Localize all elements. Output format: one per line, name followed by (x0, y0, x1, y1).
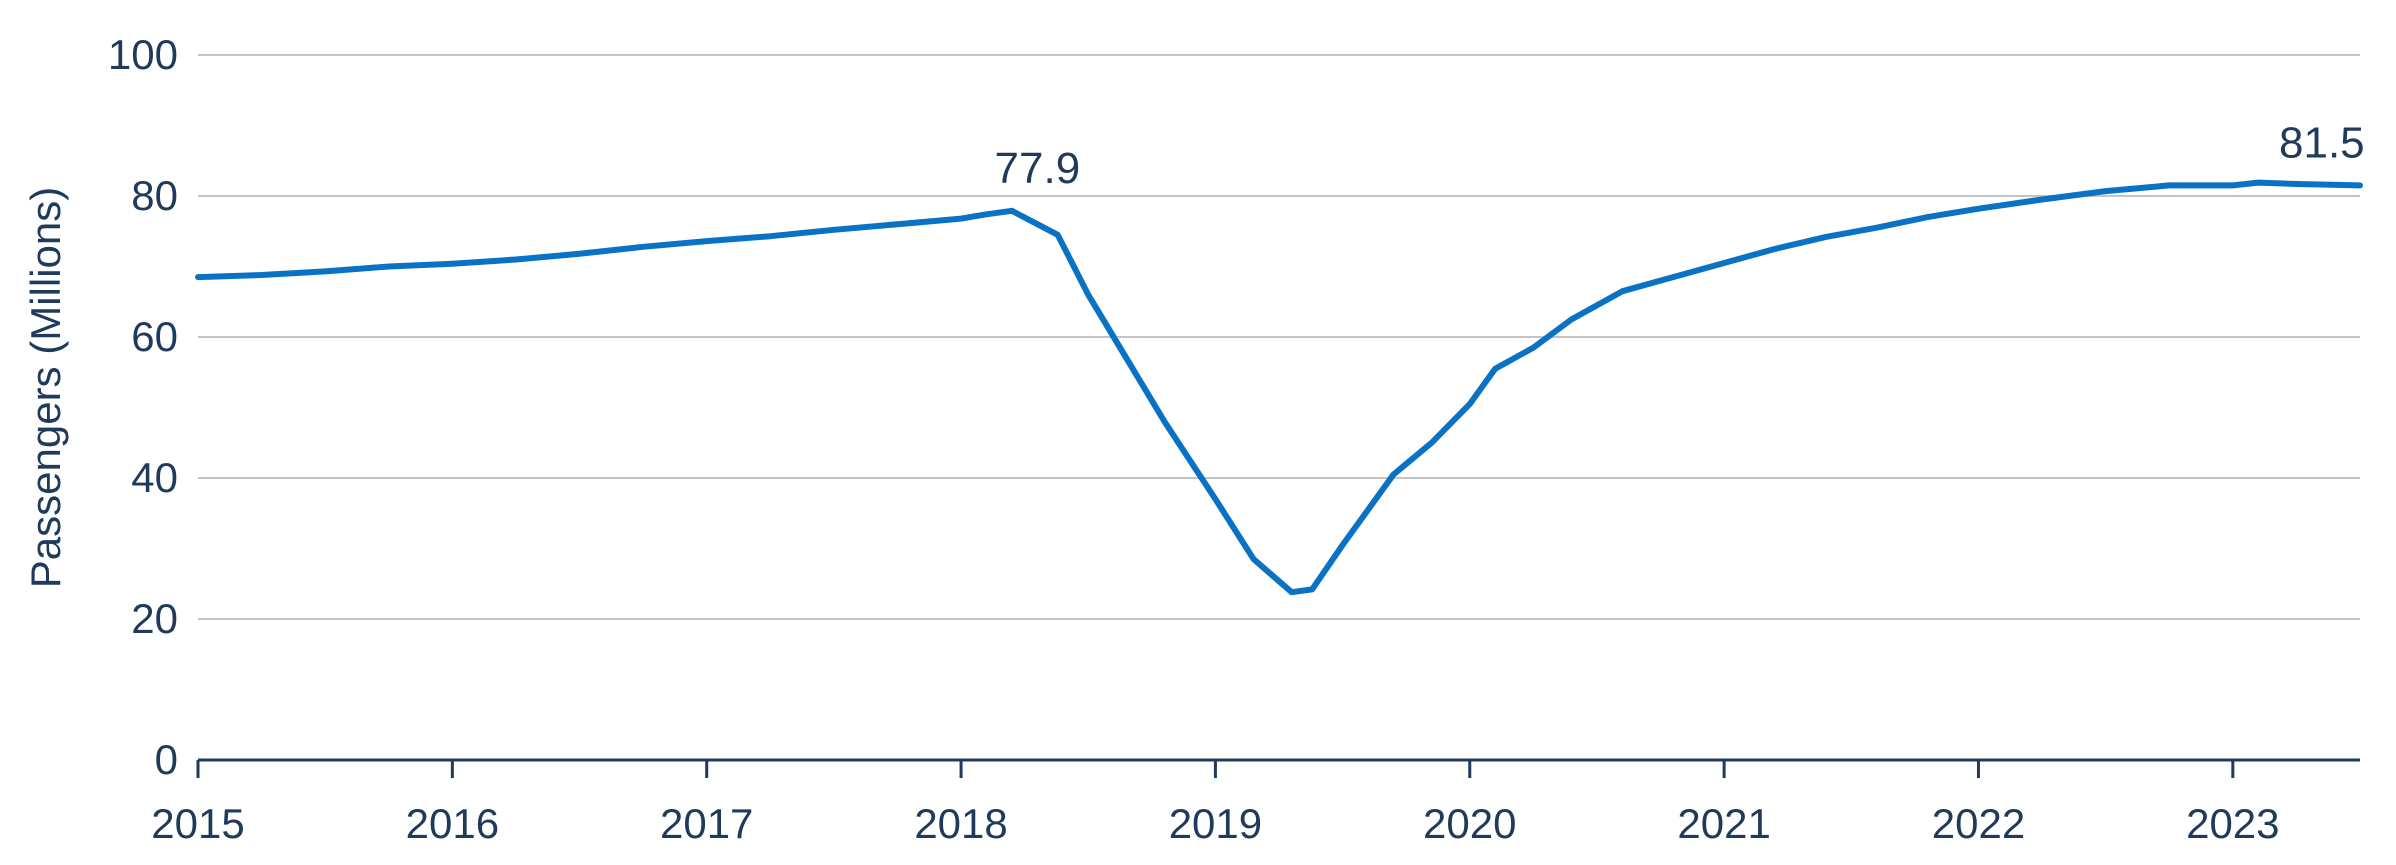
x-tick-label-2015: 2015 (151, 800, 244, 847)
y-tick-label-100: 100 (108, 31, 178, 78)
x-tick-label-2016: 2016 (406, 800, 499, 847)
data-label-77.9: 77.9 (995, 144, 1081, 193)
x-tick-label-2021: 2021 (1677, 800, 1770, 847)
data-labels: 77.9 81.5 (995, 118, 2365, 192)
series-group (195, 179, 2363, 596)
x-tick-label-2018: 2018 (914, 800, 1007, 847)
y-tick-label-80: 80 (131, 172, 178, 219)
x-axis: 2015 2016 2017 2018 2019 2020 2021 2022 2023 (151, 758, 2360, 847)
x-tick-label-2022: 2022 (1932, 800, 2025, 847)
y-axis-title: Passengers (Millions) (22, 187, 69, 588)
x-tick-label-2020: 2020 (1423, 800, 1516, 847)
y-tick-label-20: 20 (131, 595, 178, 642)
y-tick-label-60: 60 (131, 313, 178, 360)
y-tick-label-40: 40 (131, 454, 178, 501)
y-axis-ticks: 0 20 40 60 80 100 (108, 31, 178, 783)
data-label-81.5: 81.5 (2279, 118, 2365, 167)
x-tick-label-2019: 2019 (1169, 800, 1262, 847)
x-tick-label-2023: 2023 (2186, 800, 2279, 847)
series-line-0 (195, 179, 2363, 596)
x-tick-label-2017: 2017 (660, 800, 753, 847)
gridlines (198, 54, 2360, 620)
y-tick-label-0: 0 (155, 736, 178, 783)
